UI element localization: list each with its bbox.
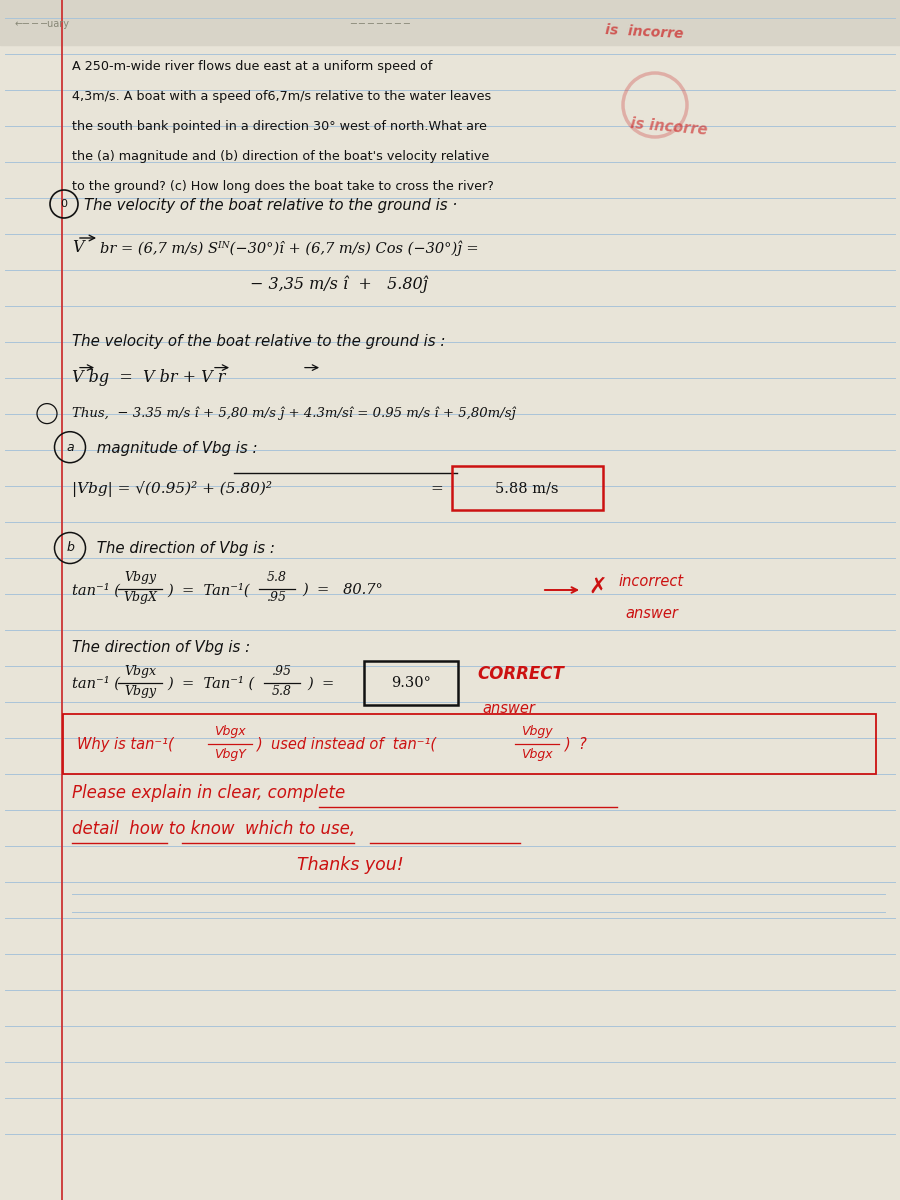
- Text: Why is tan⁻¹(: Why is tan⁻¹(: [77, 737, 174, 752]
- Text: tan⁻¹ (: tan⁻¹ (: [72, 583, 120, 598]
- Text: answer: answer: [482, 701, 535, 716]
- Text: .95: .95: [272, 665, 292, 678]
- Text: |Vbg| = √(0.95)² + (5.80)²: |Vbg| = √(0.95)² + (5.80)²: [72, 481, 272, 497]
- Text: CORRECT: CORRECT: [477, 665, 564, 683]
- Text: Thanks you!: Thanks you!: [297, 857, 403, 875]
- Text: Vbgx: Vbgx: [521, 749, 553, 761]
- Text: a: a: [67, 440, 74, 454]
- Text: ✗: ✗: [588, 577, 607, 596]
- Text: Vbgy: Vbgy: [124, 684, 156, 697]
- Text: Vbgx: Vbgx: [124, 665, 156, 678]
- Text: 4,3m/s. A boat with a speed of6,7m/s relative to the water leaves: 4,3m/s. A boat with a speed of6,7m/s rel…: [72, 90, 491, 103]
- Text: Vbgy: Vbgy: [124, 571, 156, 584]
- Text: )  =  Tan⁻¹(: ) = Tan⁻¹(: [167, 583, 249, 598]
- Text: The velocity of the boat relative to the ground is ·: The velocity of the boat relative to the…: [84, 198, 457, 214]
- Text: b: b: [66, 541, 74, 554]
- Text: )  =   80.7°: ) = 80.7°: [302, 583, 382, 596]
- Text: 5.8: 5.8: [267, 571, 287, 584]
- Text: VbgY: VbgY: [214, 749, 246, 761]
- Text: tan⁻¹ (: tan⁻¹ (: [72, 677, 120, 691]
- Text: br = (6,7 m/s) Sᴵᴺ(−30°)î + (6,7 m/s) Cos (−30°)ĵ =: br = (6,7 m/s) Sᴵᴺ(−30°)î + (6,7 m/s) Co…: [100, 240, 479, 256]
- Text: − 3,35 m/s î  +   5.80ĵ: − 3,35 m/s î + 5.80ĵ: [250, 275, 428, 293]
- Bar: [0, 0, 900, 44]
- Text: )  used instead of  tan⁻¹(: ) used instead of tan⁻¹(: [257, 737, 437, 752]
- Text: V: V: [72, 240, 84, 257]
- Text: detail  how to know  which to use,: detail how to know which to use,: [72, 821, 356, 839]
- Text: )  =  Tan⁻¹ (: ) = Tan⁻¹ (: [167, 677, 254, 691]
- Text: 5.88 m/s: 5.88 m/s: [495, 481, 559, 496]
- Text: V bg  =  V br + V r: V bg = V br + V r: [72, 370, 225, 386]
- Text: =: =: [430, 482, 443, 496]
- Text: The direction of Vbg is :: The direction of Vbg is :: [72, 640, 250, 655]
- Text: magnitude of Vbg is :: magnitude of Vbg is :: [92, 440, 257, 456]
- Text: .95: .95: [267, 590, 287, 604]
- Text: to the ground? (c) How long does the boat take to cross the river?: to the ground? (c) How long does the boa…: [72, 180, 494, 193]
- Text: 5.8: 5.8: [272, 684, 292, 697]
- Text: is  incorre: is incorre: [605, 23, 684, 41]
- Text: Vbgx: Vbgx: [214, 725, 246, 738]
- Text: 9.30°: 9.30°: [392, 676, 431, 690]
- Text: Thus,  − 3.35 m/s î + 5,80 m/s ĵ + 4.3m/sî = 0.95 m/s î + 5,80m/sĵ: Thus, − 3.35 m/s î + 5,80 m/s ĵ + 4.3m/s…: [72, 407, 516, 420]
- Text: )  =: ) =: [307, 677, 334, 690]
- Text: is incorre: is incorre: [630, 116, 708, 138]
- Text: the south bank pointed in a direction 30° west of north.What are: the south bank pointed in a direction 30…: [72, 120, 487, 133]
- Text: Please explain in clear, complete: Please explain in clear, complete: [72, 785, 346, 803]
- Text: The velocity of the boat relative to the ground is :: The velocity of the boat relative to the…: [72, 334, 446, 349]
- Text: Vbgy: Vbgy: [521, 725, 553, 738]
- Text: the (a) magnitude and (b) direction of the boat's velocity relative: the (a) magnitude and (b) direction of t…: [72, 150, 490, 163]
- Text: 0: 0: [60, 199, 68, 209]
- Text: ─ ─ ─ ─ ─ ─ ─: ─ ─ ─ ─ ─ ─ ─: [350, 19, 410, 29]
- Text: The direction of Vbg is :: The direction of Vbg is :: [92, 541, 274, 557]
- Text: incorrect: incorrect: [618, 575, 683, 589]
- Text: ←─ ─ ─uary: ←─ ─ ─uary: [15, 19, 69, 29]
- Text: VbgX: VbgX: [123, 590, 157, 604]
- Text: answer: answer: [625, 606, 678, 622]
- Text: A 250-m-wide river flows due east at a uniform speed of: A 250-m-wide river flows due east at a u…: [72, 60, 432, 73]
- Text: )  ?: ) ?: [565, 737, 588, 752]
